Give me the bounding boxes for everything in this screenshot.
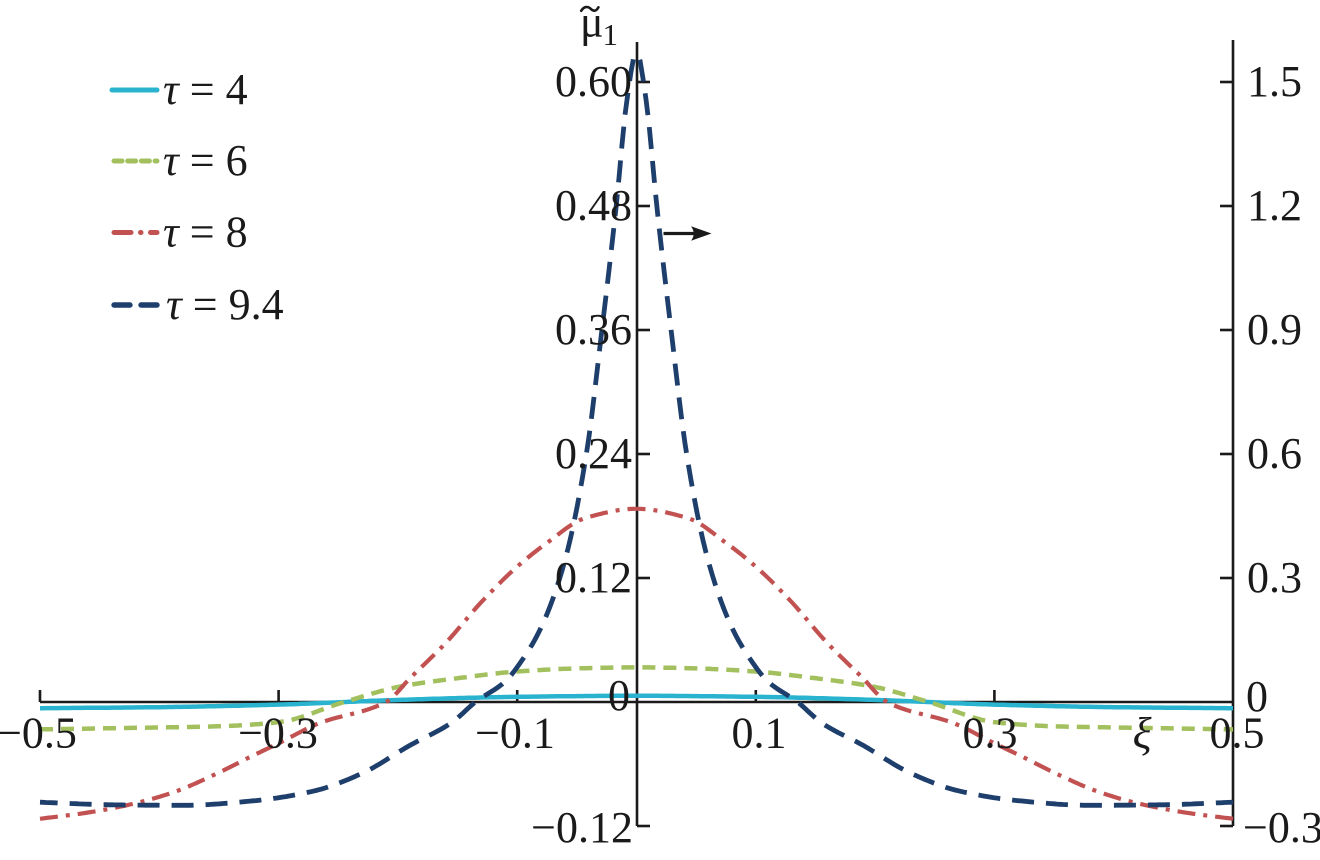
svg-text:0.36: 0.36 xyxy=(555,305,632,354)
svg-text:−0.3: −0.3 xyxy=(1243,803,1320,852)
svg-text:0.9: 0.9 xyxy=(1247,305,1302,354)
svg-text:−0.5: −0.5 xyxy=(0,709,77,758)
svg-text:0.5: 0.5 xyxy=(1210,709,1265,758)
svg-text:0.6: 0.6 xyxy=(1247,429,1302,478)
svg-text:τ = 6: τ = 6 xyxy=(163,136,248,185)
svg-text:0.3: 0.3 xyxy=(1247,553,1302,602)
svg-text:0: 0 xyxy=(608,671,630,720)
svg-text:0.24: 0.24 xyxy=(555,429,632,478)
svg-text:1: 1 xyxy=(603,17,619,52)
svg-text:ξ: ξ xyxy=(1133,709,1152,758)
svg-text:−0.3: −0.3 xyxy=(238,709,318,758)
svg-text:1.2: 1.2 xyxy=(1247,181,1302,230)
svg-text:0.3: 0.3 xyxy=(963,709,1018,758)
svg-text:μ: μ xyxy=(580,0,604,47)
svg-text:0.12: 0.12 xyxy=(555,553,632,602)
svg-text:0: 0 xyxy=(1246,672,1268,721)
svg-text:0.60: 0.60 xyxy=(555,57,632,106)
svg-text:−0.12: −0.12 xyxy=(531,803,633,852)
svg-text:τ = 4: τ = 4 xyxy=(163,65,248,114)
svg-text:0.1: 0.1 xyxy=(732,709,787,758)
svg-text:τ = 8: τ = 8 xyxy=(163,208,248,257)
svg-text:0.48: 0.48 xyxy=(555,181,632,230)
svg-text:−0.1: −0.1 xyxy=(475,709,555,758)
svg-text:τ = 9.4: τ = 9.4 xyxy=(166,280,284,329)
svg-text:1.5: 1.5 xyxy=(1247,57,1302,106)
